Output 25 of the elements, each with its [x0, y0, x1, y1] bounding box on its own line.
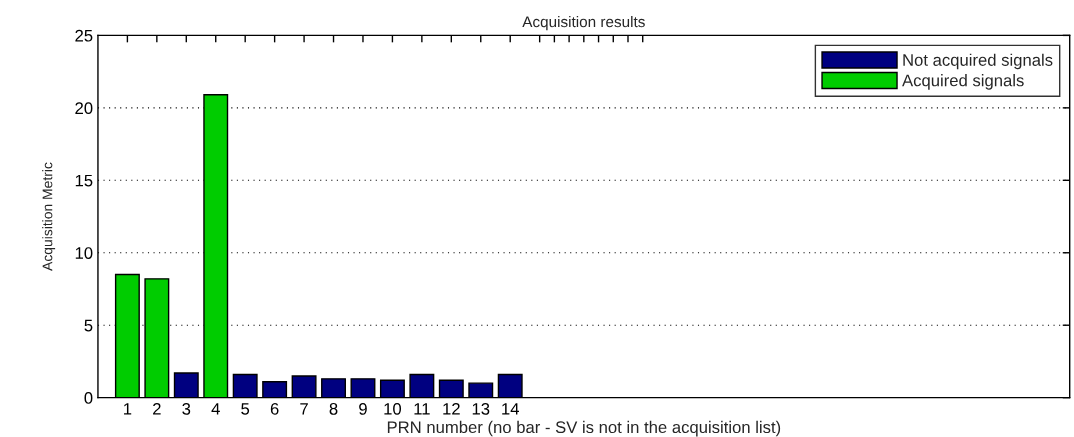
x-tick-label: 5 [241, 403, 250, 415]
y-tick-label: 25 [75, 29, 93, 42]
legend-label: Acquired signals [902, 74, 1024, 90]
x-tick-label: 7 [300, 403, 308, 415]
x-tick-label: 2 [153, 402, 161, 415]
x-tick-label: 13 [472, 402, 490, 415]
x-tick-label: 14 [502, 403, 519, 415]
legend-label: Not acquired signals [903, 53, 1053, 70]
x-tick-label: 6 [270, 402, 279, 415]
x-tick-label: 1 [124, 403, 132, 415]
y-tick-label: 0 [84, 392, 93, 404]
x-tick-label: 12 [443, 402, 460, 415]
x-tick-label: 10 [384, 402, 402, 415]
y-tick-label: 15 [75, 174, 93, 187]
chart-title: Acquisition results [522, 15, 645, 31]
y-axis-title: Acquisition Metric [42, 162, 56, 271]
x-axis-title: PRN number (no bar - SV is not in the acquisition list) [387, 420, 781, 437]
y-tick-label: 20 [75, 102, 93, 115]
x-tick-label: 8 [329, 402, 338, 415]
x-tick-label: 9 [359, 402, 367, 415]
y-tick-label: 10 [75, 247, 93, 259]
y-tick-label: 5 [84, 319, 93, 332]
x-tick-label: 4 [211, 403, 220, 415]
x-tick-label: 3 [182, 402, 191, 415]
x-tick-label: 11 [414, 403, 430, 415]
